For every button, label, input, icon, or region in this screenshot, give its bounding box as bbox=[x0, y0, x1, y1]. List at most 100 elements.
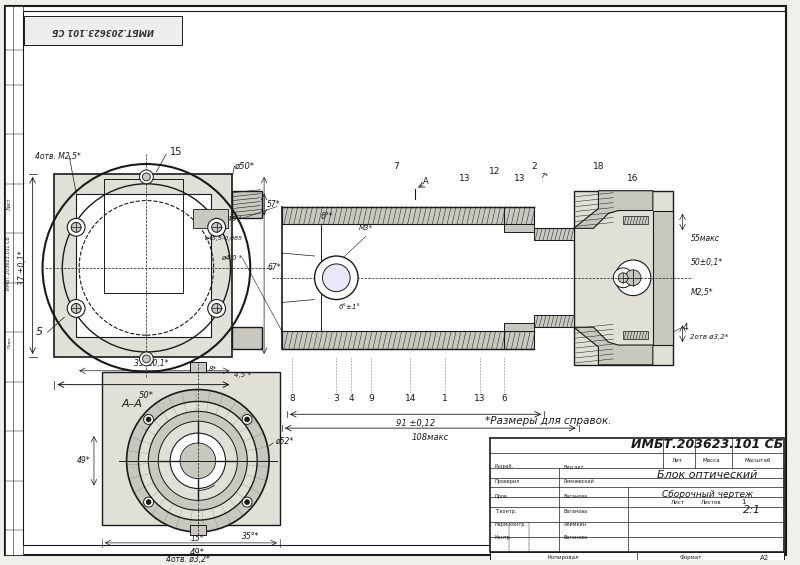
Text: 16: 16 bbox=[627, 175, 639, 184]
Text: Формат: Формат bbox=[679, 555, 702, 560]
Circle shape bbox=[146, 499, 151, 505]
Text: 55макс: 55макс bbox=[690, 234, 719, 243]
Text: Блок оптический: Блок оптический bbox=[657, 470, 758, 480]
Polygon shape bbox=[574, 191, 653, 228]
Text: 2:1: 2:1 bbox=[742, 505, 761, 515]
Text: Листов: Листов bbox=[701, 500, 722, 505]
Text: 12: 12 bbox=[489, 167, 500, 176]
Circle shape bbox=[67, 299, 85, 318]
Circle shape bbox=[208, 219, 226, 236]
Text: 6°±1°: 6°±1° bbox=[338, 305, 360, 310]
Text: Сборочный чертеж: Сборочный чертеж bbox=[662, 490, 753, 499]
Text: 4: 4 bbox=[682, 323, 688, 332]
Text: 91 ±0,12: 91 ±0,12 bbox=[396, 419, 435, 428]
Circle shape bbox=[242, 415, 252, 424]
Circle shape bbox=[614, 268, 633, 288]
Circle shape bbox=[314, 256, 358, 299]
Text: 67*: 67* bbox=[267, 263, 281, 272]
Text: ø50*: ø50* bbox=[234, 162, 254, 171]
Text: Подп.: Подп. bbox=[7, 336, 11, 348]
Text: Алимкин: Алимкин bbox=[564, 521, 587, 527]
Circle shape bbox=[245, 499, 250, 505]
Text: Пров.: Пров. bbox=[494, 494, 509, 499]
Circle shape bbox=[245, 417, 250, 422]
Circle shape bbox=[139, 170, 154, 184]
Bar bbox=[102, 372, 280, 525]
Bar bbox=[233, 191, 262, 219]
Bar bbox=[282, 331, 534, 349]
Bar bbox=[490, 552, 785, 564]
Circle shape bbox=[142, 173, 150, 181]
Circle shape bbox=[170, 433, 226, 489]
Text: М3*: М3* bbox=[359, 225, 373, 231]
Text: ИМБТ.203623.101 СБ: ИМБТ.203623.101 СБ bbox=[6, 236, 11, 290]
Text: 6°*: 6°* bbox=[320, 212, 333, 221]
Text: 2отв ø3,2*: 2отв ø3,2* bbox=[690, 334, 729, 340]
Bar bbox=[505, 224, 534, 232]
Text: М2,5*: М2,5* bbox=[690, 288, 713, 297]
Text: Контр.: Контр. bbox=[494, 536, 512, 541]
Text: А2: А2 bbox=[760, 555, 769, 560]
Circle shape bbox=[625, 270, 641, 286]
Circle shape bbox=[618, 273, 628, 282]
Bar bbox=[193, 208, 227, 228]
Text: 6: 6 bbox=[502, 394, 507, 403]
Text: Лист: Лист bbox=[670, 500, 685, 505]
Circle shape bbox=[322, 264, 350, 292]
Text: Проверил: Проверил bbox=[494, 479, 520, 484]
Text: Ваганова: Ваганова bbox=[564, 494, 588, 499]
Text: Нарм.контр.: Нарм.контр. bbox=[494, 521, 526, 527]
Text: 18: 18 bbox=[593, 162, 604, 171]
Text: 4отв. ø3,2*: 4отв. ø3,2* bbox=[166, 555, 210, 564]
Circle shape bbox=[158, 421, 238, 501]
Text: 2: 2 bbox=[531, 162, 537, 171]
Text: 50*: 50* bbox=[139, 390, 154, 399]
Circle shape bbox=[180, 443, 216, 479]
Text: *Размеры для справок.: *Размеры для справок. bbox=[485, 416, 611, 426]
Text: 5: 5 bbox=[36, 327, 43, 337]
Text: 7: 7 bbox=[393, 162, 398, 171]
Text: 108макс: 108макс bbox=[412, 433, 449, 442]
Text: A: A bbox=[610, 443, 617, 453]
Text: 1: 1 bbox=[742, 499, 746, 505]
Text: 7*: 7* bbox=[540, 173, 548, 179]
Circle shape bbox=[144, 497, 154, 507]
Bar bbox=[76, 194, 210, 337]
Text: Вид.акт.: Вид.акт. bbox=[564, 464, 586, 469]
Text: Ремневский: Ремневский bbox=[564, 479, 594, 484]
Circle shape bbox=[208, 299, 226, 318]
Circle shape bbox=[212, 303, 222, 314]
Bar bbox=[5, 6, 22, 555]
Circle shape bbox=[126, 389, 269, 532]
Text: 13: 13 bbox=[459, 175, 470, 184]
Bar bbox=[190, 362, 206, 372]
Text: 57*: 57* bbox=[267, 200, 281, 209]
Bar bbox=[623, 331, 648, 339]
Bar bbox=[534, 315, 574, 327]
Polygon shape bbox=[574, 327, 653, 365]
Text: ИМБТ.203623.101 СБ: ИМБТ.203623.101 СБ bbox=[52, 26, 154, 35]
Text: Копировал: Копировал bbox=[547, 555, 578, 560]
Text: 13: 13 bbox=[474, 394, 486, 403]
Bar bbox=[282, 207, 534, 224]
Text: Масса: Масса bbox=[702, 458, 720, 463]
Text: 49*: 49* bbox=[76, 457, 90, 465]
Text: 1: 1 bbox=[442, 394, 448, 403]
Circle shape bbox=[148, 411, 247, 510]
Text: 15*: 15* bbox=[191, 534, 205, 543]
Text: A: A bbox=[422, 177, 428, 186]
Text: ø52*: ø52* bbox=[275, 437, 294, 445]
Bar bbox=[490, 438, 785, 552]
Text: ø4,0 *: ø4,0 * bbox=[221, 255, 242, 261]
Text: 9: 9 bbox=[368, 394, 374, 403]
Text: Масштаб: Масштаб bbox=[745, 458, 771, 463]
Text: Лит: Лит bbox=[672, 458, 683, 463]
Text: 14: 14 bbox=[405, 394, 416, 403]
Text: 4,5 *: 4,5 * bbox=[234, 372, 251, 378]
Bar bbox=[282, 224, 534, 331]
Text: 3: 3 bbox=[334, 394, 339, 403]
Text: 4: 4 bbox=[348, 394, 354, 403]
Text: Т.контр.: Т.контр. bbox=[494, 508, 516, 514]
Text: 37 ±0,1*: 37 ±0,1* bbox=[18, 251, 26, 285]
Bar bbox=[623, 216, 648, 224]
